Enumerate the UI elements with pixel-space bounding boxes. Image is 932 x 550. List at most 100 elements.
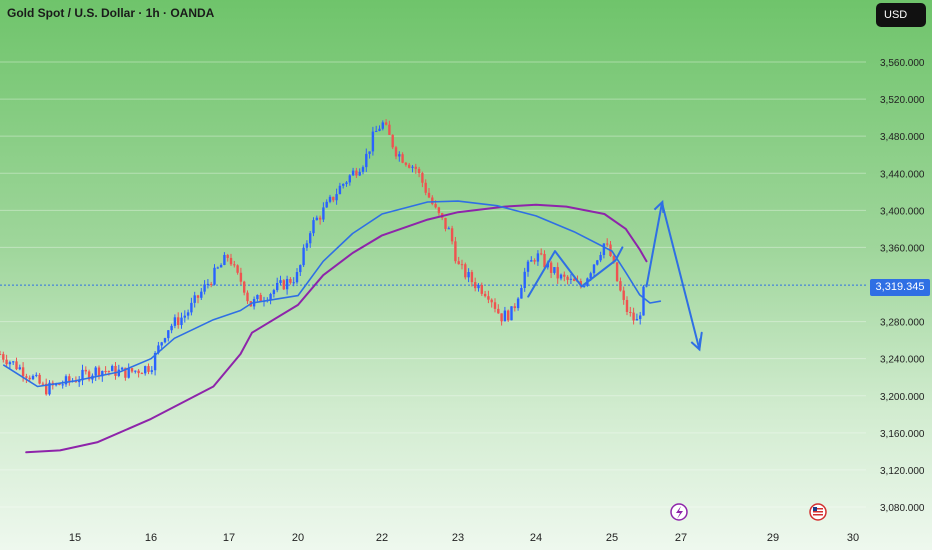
candle-body <box>183 315 186 318</box>
candle-body <box>503 310 507 322</box>
x-tick-label: 25 <box>606 532 618 544</box>
candle-body <box>243 281 246 293</box>
pattern-drawing <box>527 246 624 298</box>
candle-body <box>229 257 233 265</box>
candle-body <box>160 342 163 346</box>
candle-body <box>447 228 450 230</box>
candle-body <box>332 196 335 201</box>
candle-body <box>500 313 503 322</box>
candle-body <box>177 317 180 326</box>
lightning-icon <box>676 506 683 519</box>
candle-body <box>526 261 530 272</box>
candle-body <box>315 217 318 221</box>
candle-body <box>219 264 223 268</box>
candle-body <box>292 282 295 284</box>
candle-body <box>378 128 381 131</box>
candle-body <box>107 371 111 373</box>
candle-body <box>81 369 84 381</box>
y-tick-label: 3,360.000 <box>880 243 925 254</box>
candle-body <box>305 243 309 248</box>
candle-body <box>233 264 236 266</box>
candle-body <box>355 170 358 176</box>
candle-body <box>384 122 388 125</box>
candle-body <box>414 166 417 169</box>
candle-body <box>120 367 124 370</box>
candle-body <box>408 164 411 168</box>
x-tick-label: 16 <box>145 532 157 544</box>
candle-body <box>150 370 153 372</box>
candle-body <box>134 370 137 372</box>
candle-body <box>25 376 28 378</box>
candle-body <box>236 265 239 273</box>
candle-body <box>371 131 375 152</box>
candle-body <box>18 367 21 370</box>
candle-body <box>388 124 391 135</box>
candle-body <box>467 272 470 278</box>
candle-body <box>639 315 642 320</box>
x-tick-label: 30 <box>847 532 859 544</box>
candle-body <box>599 255 602 261</box>
candle-body <box>216 267 219 269</box>
candle-body <box>196 295 200 298</box>
candle-body <box>338 185 342 195</box>
candle-body <box>642 286 645 316</box>
x-tick-label: 20 <box>292 532 304 544</box>
candle-body <box>97 367 101 377</box>
candle-body <box>493 302 497 309</box>
candle-body <box>454 241 457 262</box>
candle-body <box>513 306 516 309</box>
candle-body <box>302 247 305 266</box>
y-tick-label: 3,560.000 <box>880 58 925 69</box>
us-flag-stripe <box>813 511 823 513</box>
candle-body <box>464 264 467 278</box>
candle-body <box>144 366 147 374</box>
x-tick-label: 24 <box>530 532 542 544</box>
currency-button[interactable]: USD <box>876 3 926 27</box>
candle-body <box>312 220 315 234</box>
candle-body <box>490 299 493 303</box>
candle-body <box>28 377 31 380</box>
candle-body <box>322 207 325 220</box>
candle-body <box>64 376 68 385</box>
candle-body <box>101 370 104 377</box>
candle-body <box>15 361 18 370</box>
candle-body <box>612 256 615 263</box>
candle-body <box>124 367 127 378</box>
x-tick-label: 29 <box>767 532 779 544</box>
candle-body <box>404 162 408 165</box>
candle-body <box>345 182 348 185</box>
candle-body <box>437 207 441 214</box>
candle-body <box>470 272 474 283</box>
candle-body <box>487 296 490 300</box>
candle-body <box>358 171 361 176</box>
candle-body <box>625 299 629 312</box>
candle-body <box>566 276 569 280</box>
candle-body <box>206 283 210 285</box>
candle-body <box>0 354 2 356</box>
us-flag-stripe <box>813 514 823 516</box>
us-flag-stripe <box>813 508 823 510</box>
candle-body <box>114 365 117 376</box>
candle-body <box>431 197 434 205</box>
current-price-tag: 3,319.345 <box>870 279 930 296</box>
candle-body <box>556 267 559 279</box>
candle-body <box>193 295 196 303</box>
candle-body <box>401 154 404 163</box>
candle-body <box>342 184 345 186</box>
candle-body <box>510 306 513 321</box>
y-tick-label: 3,120.000 <box>880 466 925 477</box>
candle-body <box>226 254 229 258</box>
candle-body <box>289 278 292 283</box>
candle-body <box>375 130 378 132</box>
candle-body <box>8 362 12 365</box>
candle-body <box>391 134 394 148</box>
candle-body <box>368 151 371 154</box>
candle-body <box>45 383 48 395</box>
candle-body <box>457 261 460 265</box>
candle-body <box>190 302 193 313</box>
candle-body <box>381 122 384 129</box>
candle-body <box>632 312 635 321</box>
candle-body <box>157 345 160 353</box>
y-tick-label: 3,520.000 <box>880 95 925 106</box>
